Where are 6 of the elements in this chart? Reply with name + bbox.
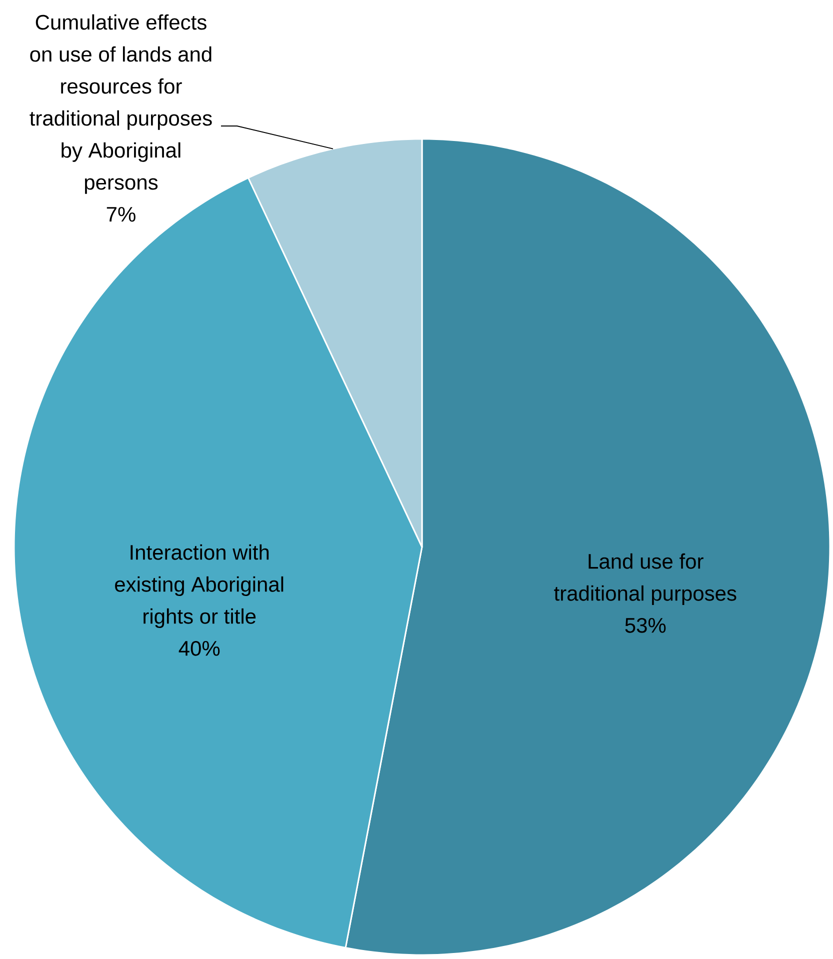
slice-label: Cumulative effects on use of lands and resources for traditional purposes by Aboriginal persons — [30, 14, 212, 194]
data-label: 40% — [178, 640, 220, 656]
slice-label: Interaction with existing Aboriginal rights or title — [115, 544, 284, 628]
data-label: 53% — [625, 618, 666, 633]
slice-label: Land use for traditional purposes — [554, 553, 736, 605]
data-label: 7% — [106, 206, 136, 222]
